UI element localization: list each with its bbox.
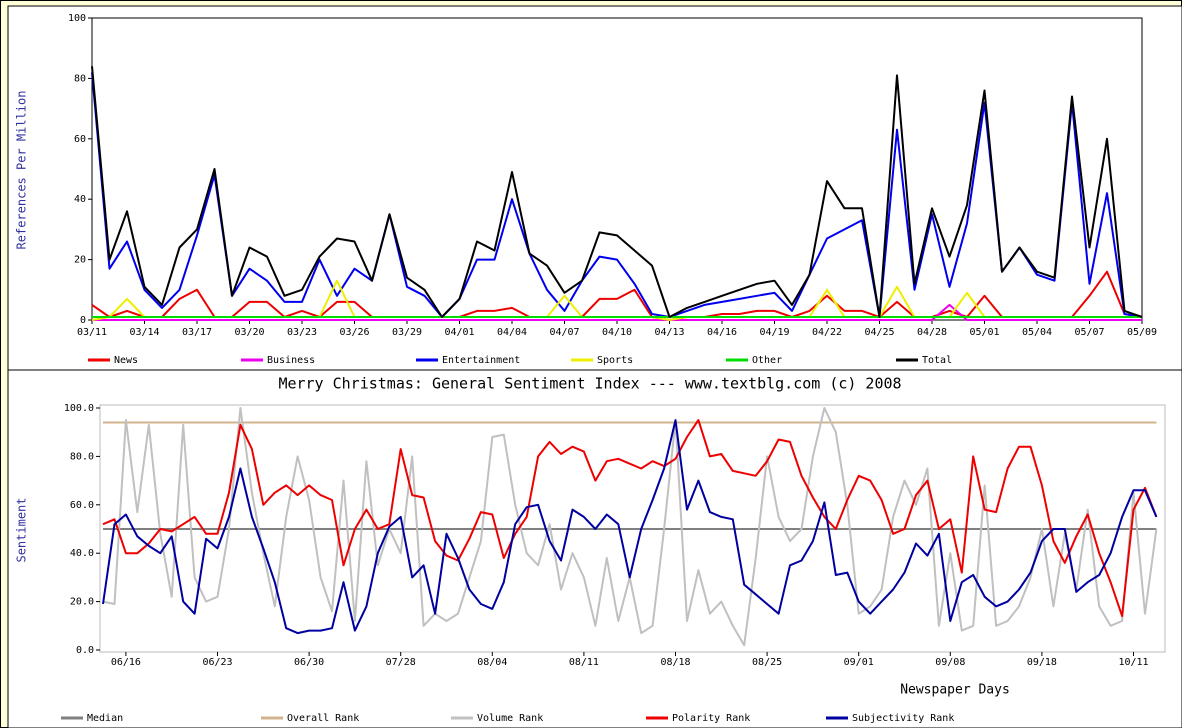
x-tick-label: 03/17 [182, 327, 212, 338]
series-line [102, 419, 1158, 618]
legend-label: Overall Rank [287, 713, 359, 724]
x-tick-label: 04/13 [654, 327, 684, 338]
x-tick-label: 03/23 [287, 327, 317, 338]
x-tick-label: 08/04 [477, 657, 507, 668]
x-tick-label: 05/04 [1022, 327, 1052, 338]
legend-label: Median [87, 713, 123, 724]
x-tick-label: 09/18 [1027, 657, 1057, 668]
series-line [92, 303, 1142, 321]
x-tick-label: 03/11 [77, 327, 107, 338]
y-axis-label: Sentiment [15, 497, 29, 562]
x-tick-label: 04/19 [759, 327, 789, 338]
legend-label: Other [752, 355, 782, 366]
y-axis-label: References Per Million [15, 91, 29, 250]
y-tick-label: 20 [74, 255, 86, 266]
x-tick-label: 04/25 [864, 327, 894, 338]
x-tick-label: 03/14 [129, 327, 159, 338]
y-tick-label: 100 [68, 13, 86, 24]
legend-label: Subjectivity Rank [852, 713, 954, 724]
x-tick-label: 09/08 [935, 657, 965, 668]
series-line [91, 66, 1143, 318]
x-tick-label: 08/18 [660, 657, 690, 668]
x-tick-label: 09/01 [844, 657, 874, 668]
x-tick-label: 06/16 [111, 657, 141, 668]
y-tick-label: 0.0 [76, 645, 94, 656]
legend-label: Entertainment [442, 355, 520, 366]
x-tick-label: 08/25 [752, 657, 782, 668]
y-tick-label: 0 [80, 315, 86, 326]
legend-label: Volume Rank [477, 713, 543, 724]
legend-label: Business [267, 355, 315, 366]
x-tick-label: 04/10 [602, 327, 632, 338]
legend-label: Sports [597, 355, 633, 366]
y-tick-label: 20.0 [70, 597, 94, 608]
plot-area [91, 17, 1143, 321]
series-line [91, 72, 1143, 318]
y-tick-label: 40 [74, 194, 86, 205]
x-tick-label: 04/01 [444, 327, 474, 338]
y-tick-label: 100.0 [64, 403, 94, 414]
chart-title: Merry Christmas: General Sentiment Index… [278, 375, 901, 393]
x-tick-label: 04/07 [549, 327, 579, 338]
y-tick-label: 80 [74, 73, 86, 84]
x-tick-label: 04/22 [812, 327, 842, 338]
series-line [102, 419, 1158, 635]
x-tick-label: 05/01 [969, 327, 999, 338]
x-tick-label: 03/29 [392, 327, 422, 338]
x-tick-label: 05/07 [1074, 327, 1104, 338]
y-tick-label: 60.0 [70, 500, 94, 511]
legend-label: Polarity Rank [672, 713, 750, 724]
x-tick-label: 08/11 [569, 657, 599, 668]
x-tick-label: 04/16 [707, 327, 737, 338]
legend-label: News [114, 355, 138, 366]
x-tick-label: 03/26 [339, 327, 369, 338]
x-axis-label: Newspaper Days [900, 683, 1010, 698]
x-tick-label: 04/28 [917, 327, 947, 338]
x-tick-label: 07/28 [386, 657, 416, 668]
legend-label: Total [922, 355, 952, 366]
x-tick-label: 05/09 [1127, 327, 1157, 338]
y-tick-label: 60 [74, 134, 86, 145]
x-tick-label: 10/11 [1118, 657, 1148, 668]
x-tick-label: 03/20 [234, 327, 264, 338]
y-tick-label: 40.0 [70, 548, 94, 559]
x-tick-label: 06/23 [202, 657, 232, 668]
x-tick-label: 04/04 [497, 327, 527, 338]
x-tick-label: 06/30 [294, 657, 324, 668]
y-tick-label: 80.0 [70, 451, 94, 462]
